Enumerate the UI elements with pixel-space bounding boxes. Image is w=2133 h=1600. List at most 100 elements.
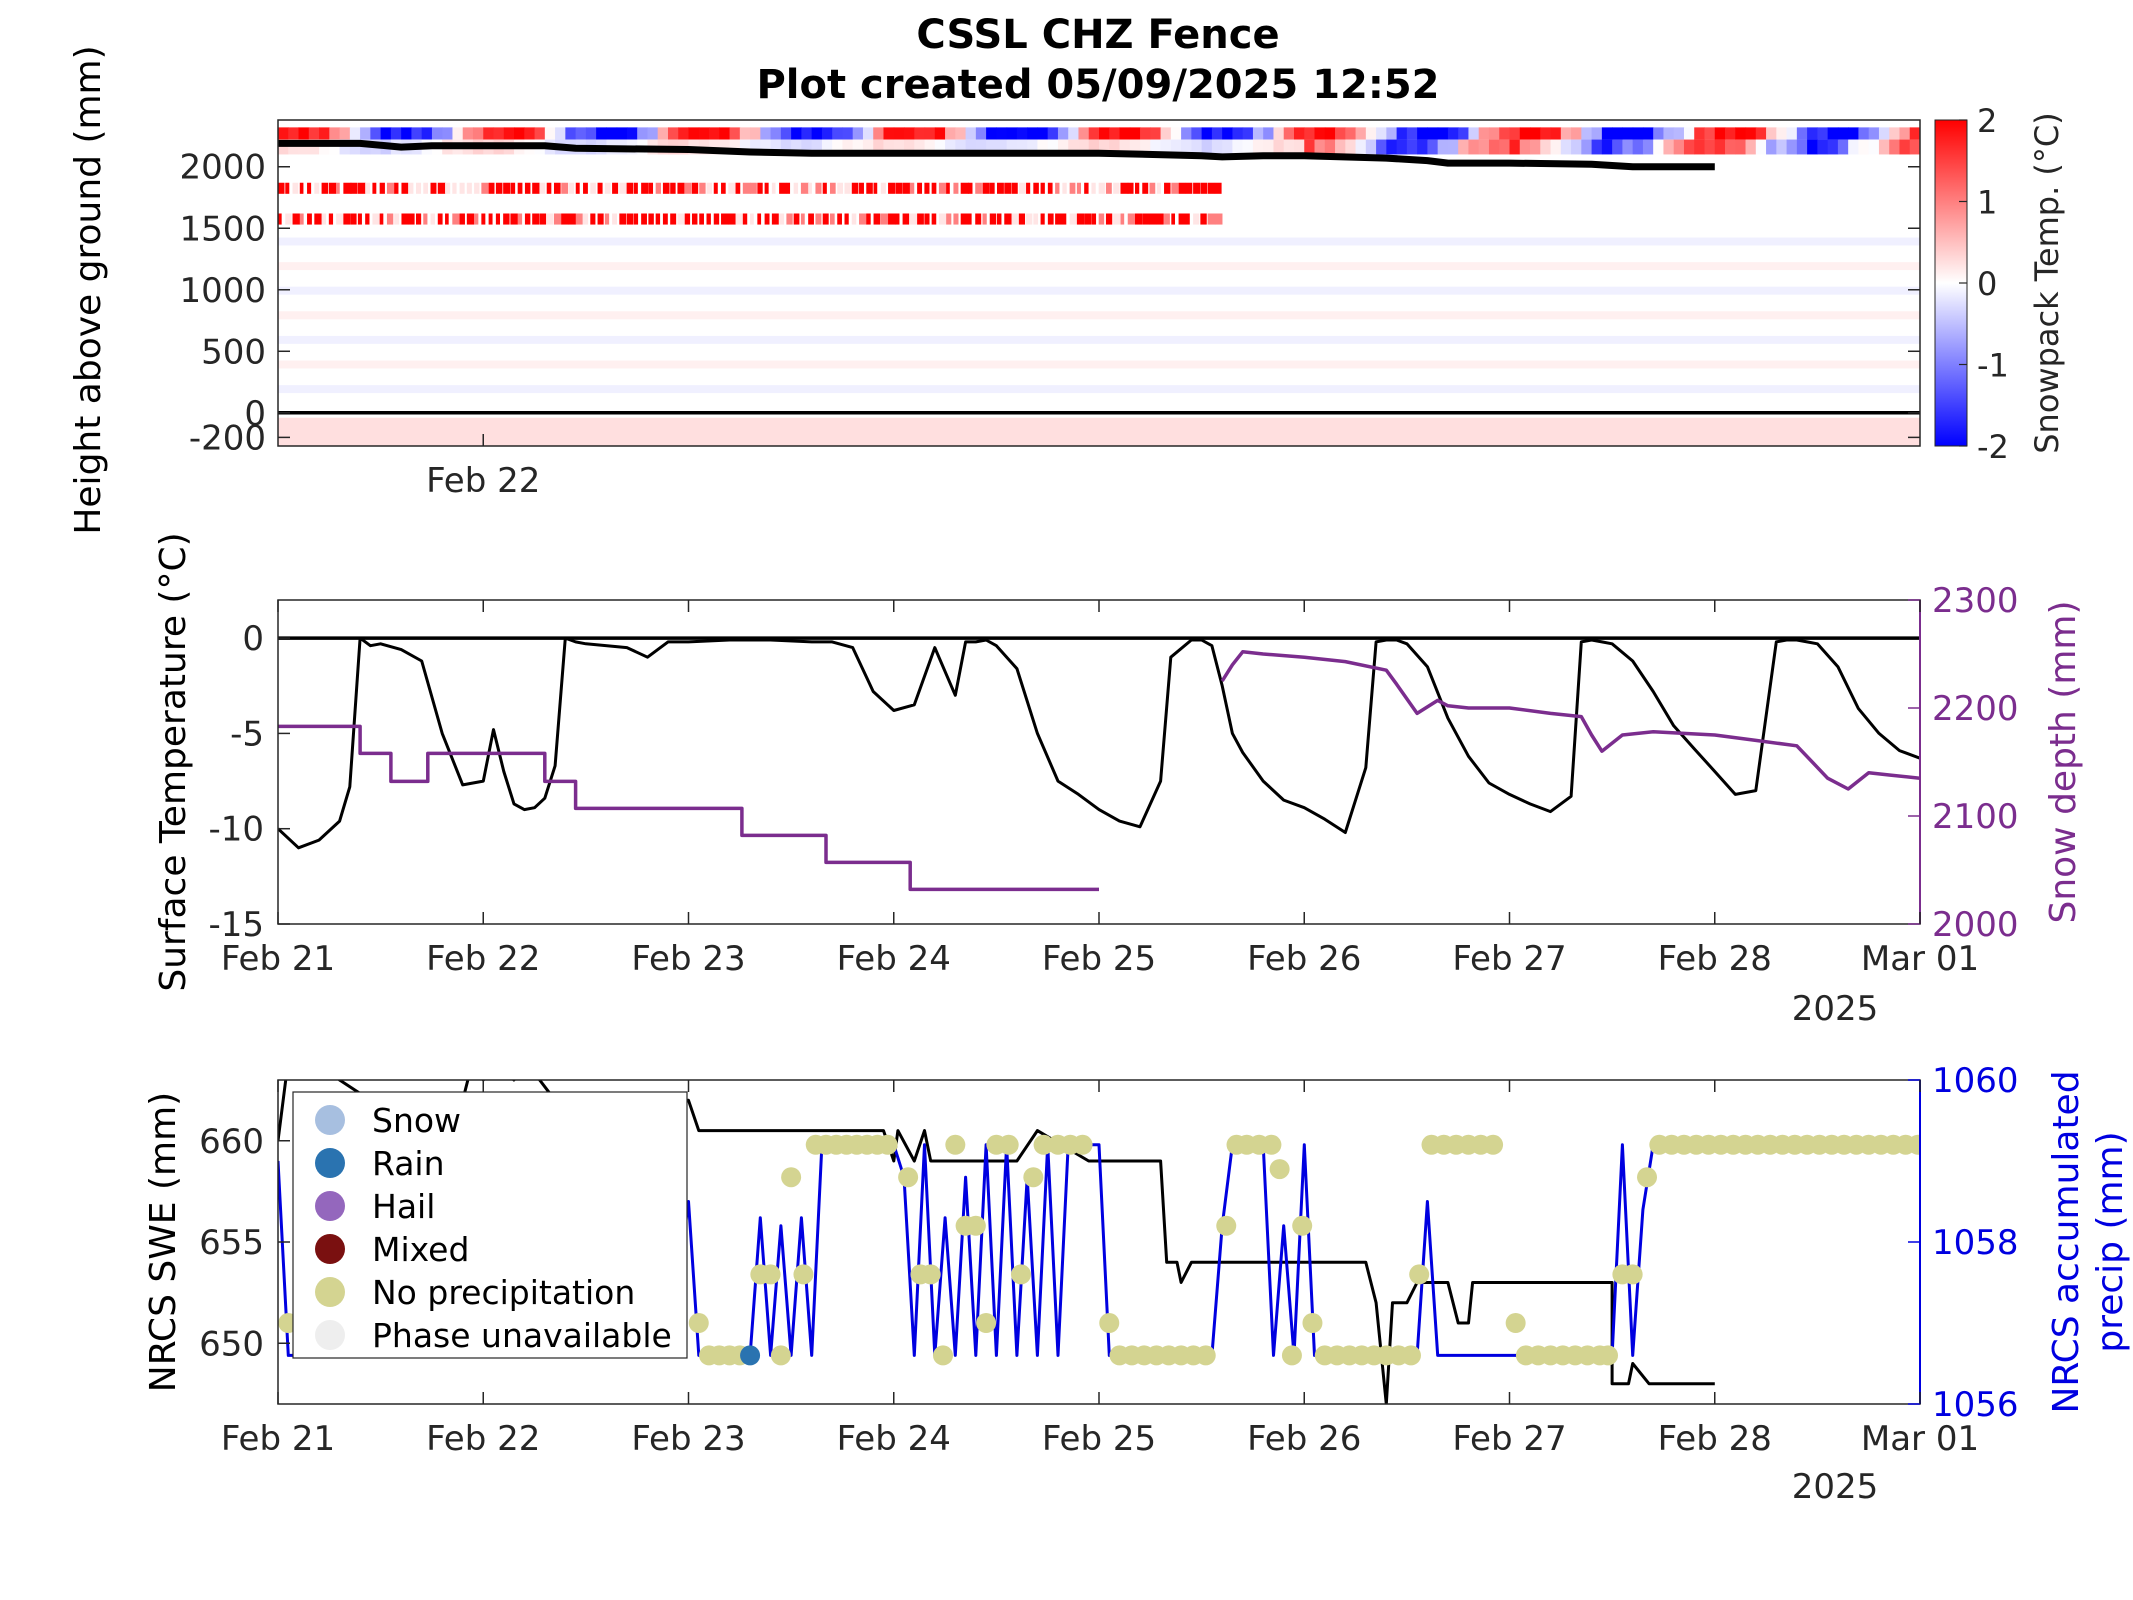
heatmap-warm-cell	[880, 213, 889, 225]
heatmap-top-cell	[442, 127, 454, 140]
heatmap-warm-cell	[415, 213, 422, 225]
heatmap-warm-cell	[488, 213, 493, 225]
surface-temperature-line	[278, 636, 1920, 850]
heatmap-warm-cell	[394, 213, 400, 225]
heatmap-top-cell	[862, 127, 874, 140]
heatmap-top-cell	[1201, 127, 1213, 140]
heatmap-top-cell	[1437, 139, 1449, 155]
heatmap-warm-cell	[1113, 182, 1120, 194]
heatmap-warm-cell	[590, 182, 596, 194]
heatmap-warm-cell	[1026, 182, 1031, 194]
snow-depth-line	[278, 724, 1099, 892]
heatmap-top-cell	[1211, 127, 1223, 140]
legend-items: Snow Rain Hail Mixed No precipitation Phase u…	[315, 1101, 672, 1355]
heatmap-top-cell	[1725, 139, 1736, 155]
heatmap-top-cell	[1663, 139, 1675, 155]
heatmap-top-cell	[832, 139, 844, 155]
phase-point	[1099, 1313, 1120, 1333]
heatmap-top-cell	[955, 139, 967, 155]
heatmap-warm-cell	[888, 213, 896, 225]
heatmap-top-cell	[1488, 127, 1500, 140]
x-tick-label: Feb 24	[837, 939, 951, 979]
heatmap-top-cell	[411, 127, 423, 140]
heatmap-warm-cell	[1076, 182, 1081, 194]
y-tick-label: 1500	[179, 209, 266, 249]
heatmap-top-cell	[1642, 139, 1654, 155]
heatmap-top-cell	[1560, 127, 1572, 140]
heatmap-top-cell	[1365, 127, 1377, 140]
chart-title-line1: CSSL CHZ Fence	[916, 12, 1279, 58]
heatmap-top-cell	[862, 139, 874, 155]
legend-box	[292, 1091, 688, 1359]
heatmap-warm-cell	[648, 182, 654, 194]
heatmap-warm-cell	[670, 182, 676, 194]
heatmap-warm-cell	[307, 213, 312, 225]
heatmap-top-cell	[1858, 127, 1870, 140]
heatmap-top-cell	[1006, 139, 1018, 155]
legend-label: No precipitation	[372, 1273, 635, 1312]
phase-point	[1023, 1167, 1044, 1188]
heatmap-warm-cell	[466, 213, 475, 225]
heatmap-warm-cell	[372, 213, 380, 225]
heatmap-warm-cell	[721, 182, 726, 194]
phase-point	[976, 1313, 997, 1333]
heatmap-top-cell	[975, 139, 987, 155]
heatmap-warm-cell	[524, 213, 531, 225]
heatmap-warm-cell	[357, 213, 362, 225]
x-tick-label: Feb 26	[1247, 939, 1361, 979]
phase-point	[793, 1264, 814, 1285]
legend-label: Rain	[372, 1144, 445, 1183]
heatmap-warm-cell	[328, 182, 337, 194]
heatmap-top-cell	[472, 127, 484, 140]
phase-point	[933, 1345, 954, 1366]
heatmap-top-cell	[1386, 127, 1398, 140]
phase-point	[1216, 1215, 1237, 1236]
heatmap-warm-cell	[757, 182, 763, 194]
heatmap-warm-cell	[561, 213, 570, 225]
heatmap-top-cell	[1324, 127, 1336, 140]
heatmap-warm-cell	[641, 182, 649, 194]
heatmap-top-cell	[760, 127, 772, 140]
heatmap-warm-cell	[1091, 213, 1097, 225]
heatmap-top-cell	[821, 139, 833, 155]
heatmap-warm-cell	[437, 213, 443, 225]
heatmap-warm-cell	[1178, 213, 1187, 225]
heatmap-warm-cell	[691, 182, 699, 194]
y-tick-label-right: 2000	[1932, 905, 2019, 945]
heatmap-warm-cell	[873, 213, 881, 225]
heatmap-warm-cell	[292, 213, 301, 225]
heatmap-warm-cell	[960, 213, 969, 225]
heatmap-top-cell	[842, 139, 854, 155]
heatmap-warm-cell	[808, 213, 814, 225]
x-tick-label: Mar 01	[1861, 939, 1979, 979]
heatmap-top-cell	[401, 127, 413, 140]
heatmap-warm-cell	[837, 213, 842, 225]
heatmap-warm-cell	[278, 213, 282, 225]
heatmap-top-cell	[1406, 127, 1418, 140]
heatmap-top-cell	[1807, 127, 1818, 140]
heatmap-warm-cell	[771, 182, 776, 194]
y-tick-label: -5	[230, 714, 264, 754]
heatmap-warm-cell	[445, 182, 451, 194]
heatmap-top-cell	[1796, 127, 1808, 140]
heatmap-top-cell	[1868, 139, 1880, 155]
heatmap-top-cell	[596, 127, 607, 140]
heatmap-warm-cell	[670, 213, 677, 225]
heatmap-top-cell	[1817, 139, 1829, 155]
heatmap-warm-cell	[292, 182, 299, 194]
heatmap-warm-cell	[989, 182, 995, 194]
heatmap-warm-cell	[619, 182, 627, 194]
x-tick-label: Feb 23	[631, 939, 745, 979]
heatmap-top-cell	[1345, 127, 1357, 140]
heatmap-top-cell	[1068, 127, 1080, 140]
heatmap-warm-cell	[880, 182, 886, 194]
heatmap-top-cell	[975, 127, 987, 140]
heatmap-top-cell	[1386, 139, 1398, 155]
heatmap-top-cell	[1088, 139, 1100, 155]
heatmap-warm-cell	[481, 213, 486, 225]
heatmap-top-cell	[760, 139, 772, 155]
heatmap-top-cell	[1396, 139, 1408, 155]
heatmap-warm-cell	[633, 213, 639, 225]
heatmap-top-cell	[1827, 127, 1839, 140]
